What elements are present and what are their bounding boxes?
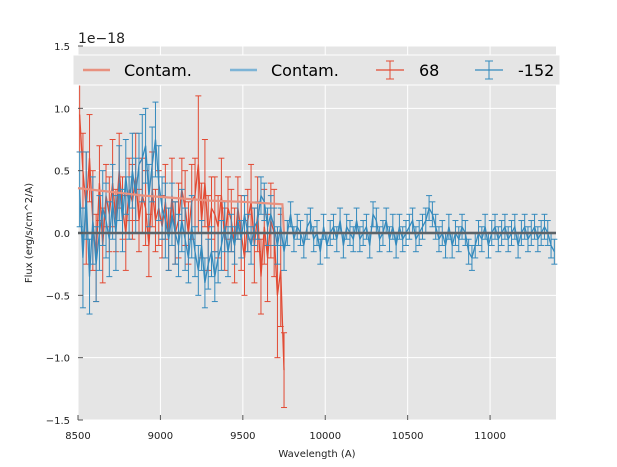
legend-label: Contam.: [124, 61, 192, 80]
x-tick-label: 10500: [392, 431, 424, 442]
x-tick-label: 8500: [65, 431, 90, 442]
x-tick-label: 9000: [148, 431, 173, 442]
y-tick-label: 0.0: [54, 229, 70, 240]
legend: Contam. Contam. 68 -152: [72, 54, 561, 86]
legend-item: 68: [376, 60, 439, 80]
y-tick-label: 0.5: [54, 167, 70, 178]
y-tick-label: −1.5: [46, 416, 70, 427]
axes-layer: 8500 9000 9500 10000 10500 11000 −1.5 −1.0 −0.5 0…: [46, 42, 506, 442]
legend-label: Contam.: [271, 61, 339, 80]
legend-label: -152: [518, 61, 554, 80]
legend-item: -152: [475, 60, 554, 80]
y-offset-label: 1e−18: [78, 31, 125, 47]
legend-label: 68: [419, 61, 439, 80]
x-axis-label: Wavelength (A): [278, 449, 355, 460]
y-axis-label: Flux (erg/s/cm^2/A): [24, 183, 35, 283]
x-tick-label: 11000: [474, 431, 506, 442]
y-tick-label: −1.0: [46, 354, 70, 365]
y-tick-label: −0.5: [46, 291, 70, 302]
y-tick-label: 1.0: [54, 104, 70, 115]
x-tick-label: 9500: [230, 431, 255, 442]
legend-item: Contam.: [230, 61, 339, 80]
series-layer: [76, 76, 558, 409]
legend-item: Contam.: [83, 61, 192, 80]
x-tick-label: 10000: [309, 431, 341, 442]
contam-line-red: [77, 187, 556, 235]
y-tick-label: 1.5: [54, 42, 70, 53]
